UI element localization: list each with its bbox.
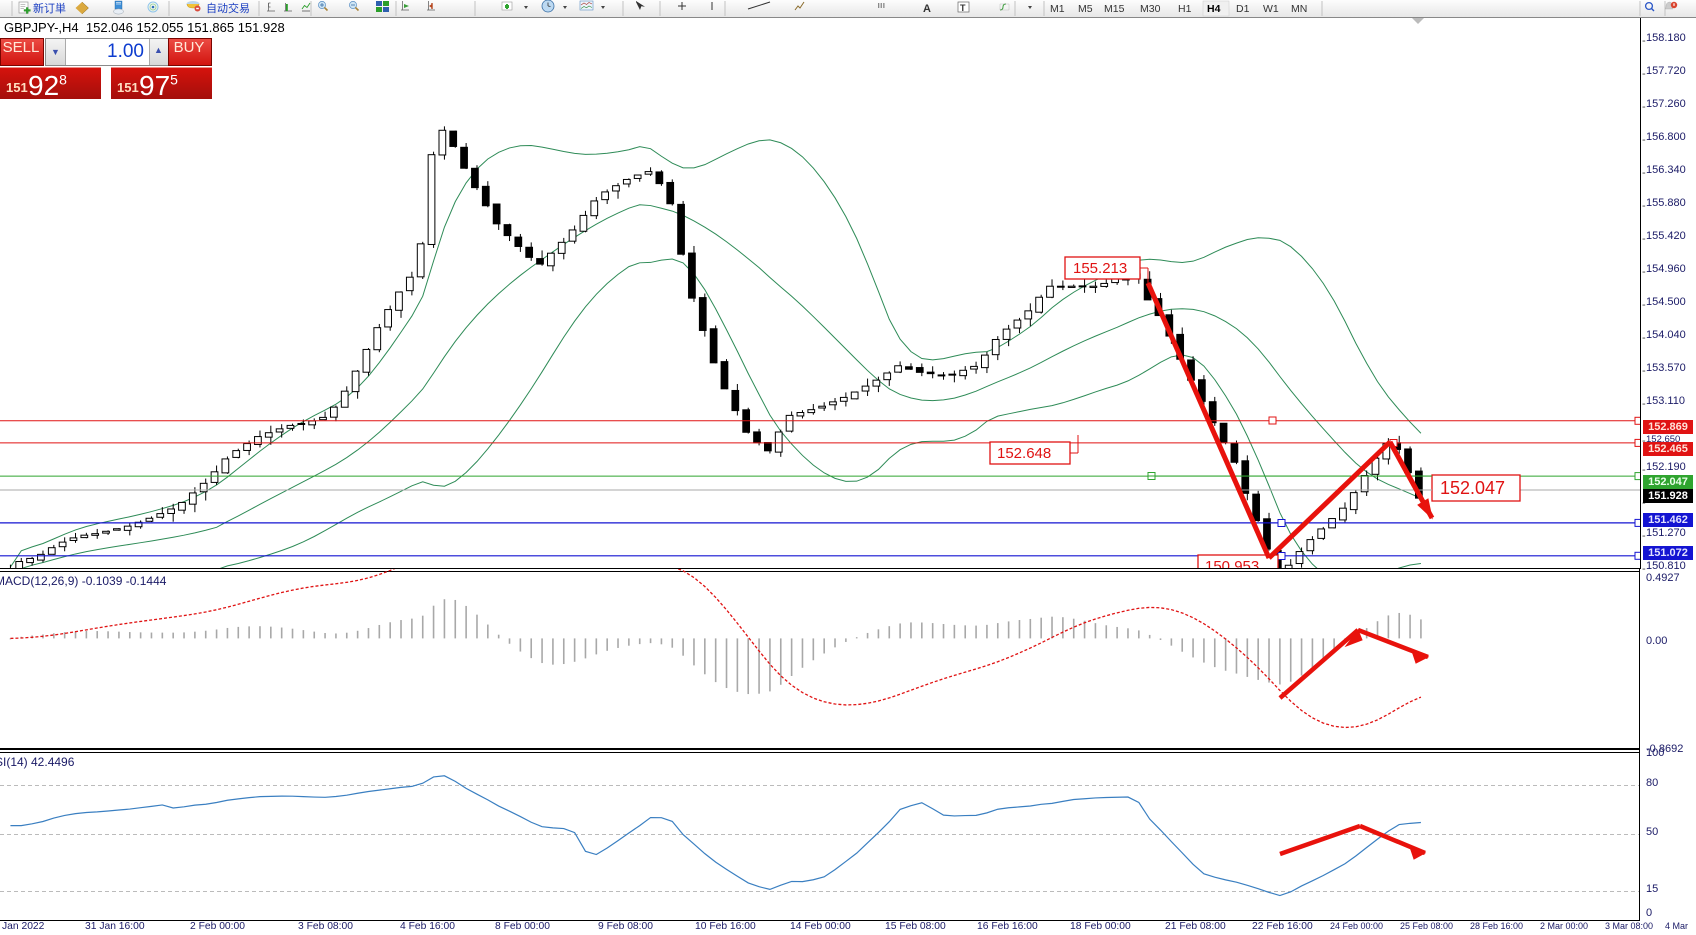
svg-text:M30: M30 [1140,3,1161,15]
svg-text:152.047: 152.047 [1440,478,1505,498]
svg-text:T: T [960,3,966,13]
svg-text:150.953: 150.953 [1205,558,1259,568]
svg-text:H1: H1 [1178,3,1192,15]
svg-text:M15: M15 [1104,3,1125,15]
svg-text:M5: M5 [1078,3,1093,15]
svg-text:H4: H4 [1207,3,1221,15]
svg-text:自动交易: 自动交易 [206,1,250,15]
svg-text:152.648: 152.648 [997,445,1051,462]
svg-text:D1: D1 [1236,3,1250,15]
svg-text:MN: MN [1291,3,1307,15]
svg-text:新订単: 新订単 [33,1,66,15]
svg-text:M1: M1 [1050,3,1065,15]
svg-text:A: A [923,3,931,15]
svg-text:155.213: 155.213 [1073,260,1127,277]
svg-text:W1: W1 [1263,3,1279,15]
